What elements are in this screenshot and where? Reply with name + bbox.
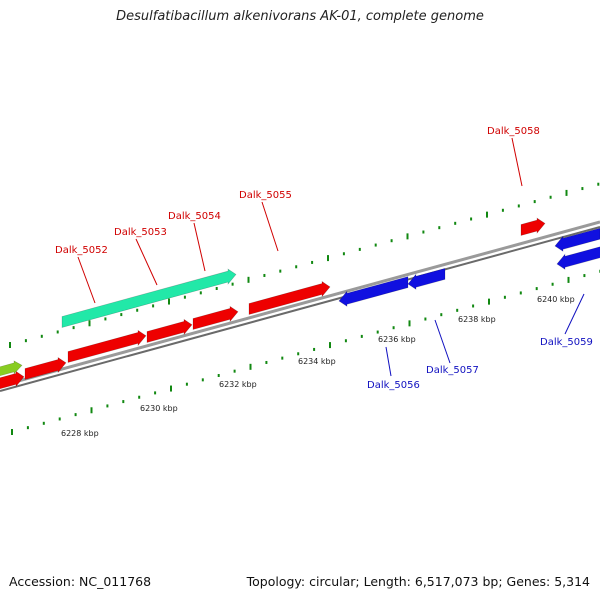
leader-dalk-5052 (77, 256, 96, 304)
gene-label-dalk-5058[interactable]: Dalk_5058 (487, 126, 540, 137)
gene-arrow-dalk-5058 (520, 217, 546, 236)
gene-label-dalk-5056[interactable]: Dalk_5056 (367, 380, 420, 391)
genome-backbone-lower (0, 226, 600, 392)
leader-dalk-5058 (511, 137, 523, 187)
leader-dalk-5053 (135, 238, 158, 286)
accession-text: Accession: NC_011768 (9, 574, 152, 589)
leader-dalk-5054 (193, 222, 206, 272)
gene-arrow-dalk-5055 (248, 280, 331, 315)
gene-arrow-forward-1 (0, 370, 25, 390)
gene-label-dalk-5057[interactable]: Dalk_5057 (426, 365, 479, 376)
gene-arrow-dalk-5054 (192, 305, 239, 330)
leader-dalk-5057 (434, 319, 451, 364)
kbp-label-6240: 6240 kbp (537, 295, 575, 304)
leader-dalk-5059 (564, 293, 585, 335)
leader-dalk-5056 (385, 346, 392, 377)
genome-backbone-upper (0, 220, 600, 388)
gene-arrow-rna (61, 268, 237, 328)
label-leader-lines (77, 137, 585, 377)
topology-text: Topology: circular; Length: 6,517,073 bp… (246, 574, 590, 589)
kbp-label-6232: 6232 kbp (219, 380, 257, 389)
kbp-label-6228: 6228 kbp (61, 429, 99, 438)
kbp-label-6238: 6238 kbp (458, 315, 496, 324)
gene-label-dalk-5059[interactable]: Dalk_5059 (540, 337, 593, 348)
gene-label-dalk-5053[interactable]: Dalk_5053 (114, 227, 167, 238)
gene-arrow-dalk-5057 (407, 268, 446, 290)
kbp-label-6234: 6234 kbp (298, 357, 336, 366)
leader-dalk-5055 (261, 201, 279, 252)
gene-arrow-other (0, 360, 23, 377)
gene-arrow-dalk-5059-a (554, 227, 600, 252)
kbp-label-6230: 6230 kbp (140, 404, 178, 413)
reverse-scale-ticks (11, 269, 600, 435)
gene-label-dalk-5052[interactable]: Dalk_5052 (55, 245, 108, 256)
gene-label-dalk-5055[interactable]: Dalk_5055 (239, 190, 292, 201)
gene-label-dalk-5054[interactable]: Dalk_5054 (168, 211, 221, 222)
kbp-label-6236: 6236 kbp (378, 335, 416, 344)
map-title: Desulfatibacillum alkenivorans AK-01, co… (116, 9, 484, 24)
gene-arrow-forward-2 (24, 356, 67, 380)
forward-scale-ticks (9, 182, 600, 348)
gene-arrows (0, 217, 600, 390)
gene-arrow-dalk-5056 (338, 276, 409, 307)
gene-arrow-dalk-5052 (67, 329, 147, 363)
gene-arrow-dalk-5059-b (556, 246, 600, 270)
gene-arrow-dalk-5053 (146, 318, 193, 343)
